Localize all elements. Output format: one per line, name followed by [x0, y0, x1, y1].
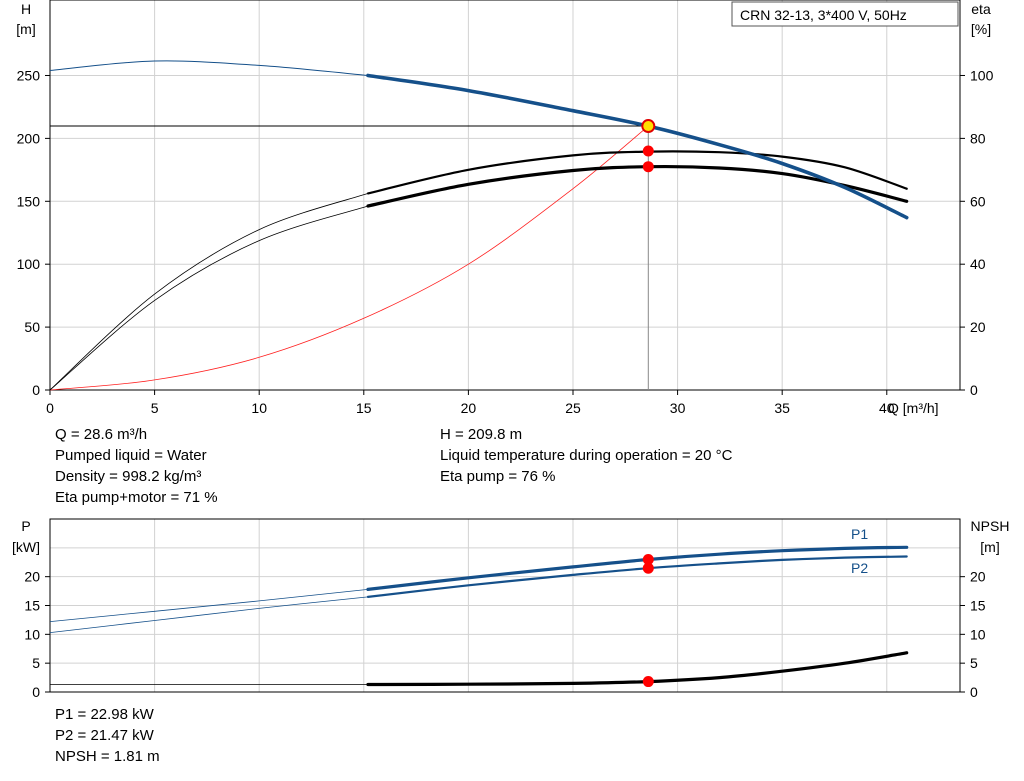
top-curves [49, 60, 909, 391]
info-eta-pump: Eta pump = 76 % [440, 468, 556, 485]
top-right-tick-label: 0 [970, 382, 978, 398]
x-tick-label: 15 [356, 400, 372, 416]
npsh-duty-point [642, 676, 654, 688]
head-curve-thin [49, 60, 369, 76]
bottom-left-axis-label-line2: [kW] [12, 539, 40, 555]
p1-curve [366, 545, 909, 591]
top-left-tick-label: 200 [17, 130, 41, 146]
top-left-tick-label: 100 [17, 256, 41, 272]
bottom-left-tick-label: 0 [32, 684, 40, 700]
bottom-left-tick-label: 5 [32, 655, 40, 671]
p2-curve [366, 555, 908, 598]
legend-box: CRN 32-13, 3*400 V, 50Hz [731, 1, 959, 27]
top-right-tick-label: 60 [970, 193, 986, 209]
x-tick-label: 40 [879, 400, 895, 416]
top-gridlines [49, 0, 960, 391]
eta-pump-curve-thin [49, 193, 369, 391]
duty-info-right: H = 209.8 m Liquid temperature during op… [440, 424, 732, 487]
duty-point-marker [641, 119, 656, 134]
top-left-axis-label-line2: [m] [16, 21, 35, 37]
info-p2: P2 = 21.47 kW [55, 727, 154, 744]
eta-pump-curve [366, 150, 908, 195]
top-left-axis-label-line1: H [21, 1, 31, 17]
info-eta-pump-motor: Eta pump+motor = 71 % [55, 489, 218, 506]
top-left-tick-label: 250 [17, 67, 41, 83]
bottom-left-axis-label-line1: P [21, 518, 30, 534]
bottom-left-tick-label: 10 [24, 626, 40, 642]
x-tick-label: 5 [151, 400, 159, 416]
x-tick-label: 20 [461, 400, 477, 416]
top-right-tick-label: 40 [970, 256, 986, 272]
bottom-left-tick-label: 15 [24, 598, 40, 614]
npsh-curve [366, 651, 909, 687]
p1-series-label: P1 [851, 526, 868, 542]
x-tick-label: 10 [251, 400, 267, 416]
bottom-right-tick-label: 10 [970, 626, 986, 642]
p2-series-label: P2 [851, 560, 868, 576]
p1-curve-thin [49, 589, 369, 622]
p2-duty-point [642, 562, 654, 574]
info-npsh: NPSH = 1.81 m [55, 748, 160, 765]
top-right-axis-label-line1: eta [971, 1, 991, 17]
head-curve [366, 73, 909, 220]
bottom-right-tick-label: 0 [970, 684, 978, 700]
legend-box-text: CRN 32-13, 3*400 V, 50Hz [740, 7, 907, 23]
info-head: H = 209.8 m [440, 426, 523, 443]
x-tick-label: 35 [774, 400, 790, 416]
bottom-right-axis-label-line2: [m] [980, 539, 999, 555]
eta-total-curve-thin [49, 205, 369, 391]
p2-curve-thin [49, 596, 369, 633]
eta-total-point [642, 161, 654, 173]
top-left-tick-label: 0 [32, 382, 40, 398]
bottom-axis-ticks: 0 5 10 15 20 0 5 10 15 20 [24, 569, 985, 700]
top-left-tick-label: 50 [24, 319, 40, 335]
power-info: P1 = 22.98 kW P2 = 21.47 kW NPSH = 1.81 … [55, 704, 160, 767]
top-axis-ticks: 0 5 10 15 20 25 30 35 40 0 50 100 150 200 250 0 20 40 60 80… [17, 67, 994, 416]
bottom-right-tick-label: 20 [970, 569, 986, 585]
x-tick-label: 25 [565, 400, 581, 416]
bottom-right-tick-label: 5 [970, 655, 978, 671]
p1-duty-point [642, 553, 654, 565]
eta-pump-point [642, 145, 654, 157]
x-tick-label: 0 [46, 400, 54, 416]
legend-box-frame [731, 1, 959, 27]
bottom-right-axis-label-line1: NPSH [971, 518, 1010, 534]
duty-info-left: Q = 28.6 m³/h Pumped liquid = Water Dens… [55, 424, 218, 508]
bottom-curves: P1 P2 [49, 526, 909, 688]
info-density: Density = 998.2 kg/m³ [55, 468, 202, 485]
system-curve [49, 125, 649, 391]
top-right-axis-label-line2: [%] [971, 21, 991, 37]
bottom-right-tick-label: 15 [970, 598, 986, 614]
top-right-tick-label: 20 [970, 319, 986, 335]
top-plot-frame [49, 0, 961, 391]
info-pumped-liquid: Pumped liquid = Water [55, 447, 207, 464]
info-flow: Q = 28.6 m³/h [55, 426, 148, 443]
x-tick-label: 30 [670, 400, 686, 416]
bottom-left-tick-label: 20 [24, 569, 40, 585]
top-right-tick-label: 80 [970, 130, 986, 146]
eta-total-curve [366, 164, 909, 208]
top-left-tick-label: 150 [17, 193, 41, 209]
info-p1: P1 = 22.98 kW [55, 706, 154, 723]
x-axis-label: Q [m³/h] [888, 400, 939, 416]
info-liquid-temperature: Liquid temperature during operation = 20… [440, 447, 733, 464]
top-right-tick-label: 100 [970, 67, 994, 83]
